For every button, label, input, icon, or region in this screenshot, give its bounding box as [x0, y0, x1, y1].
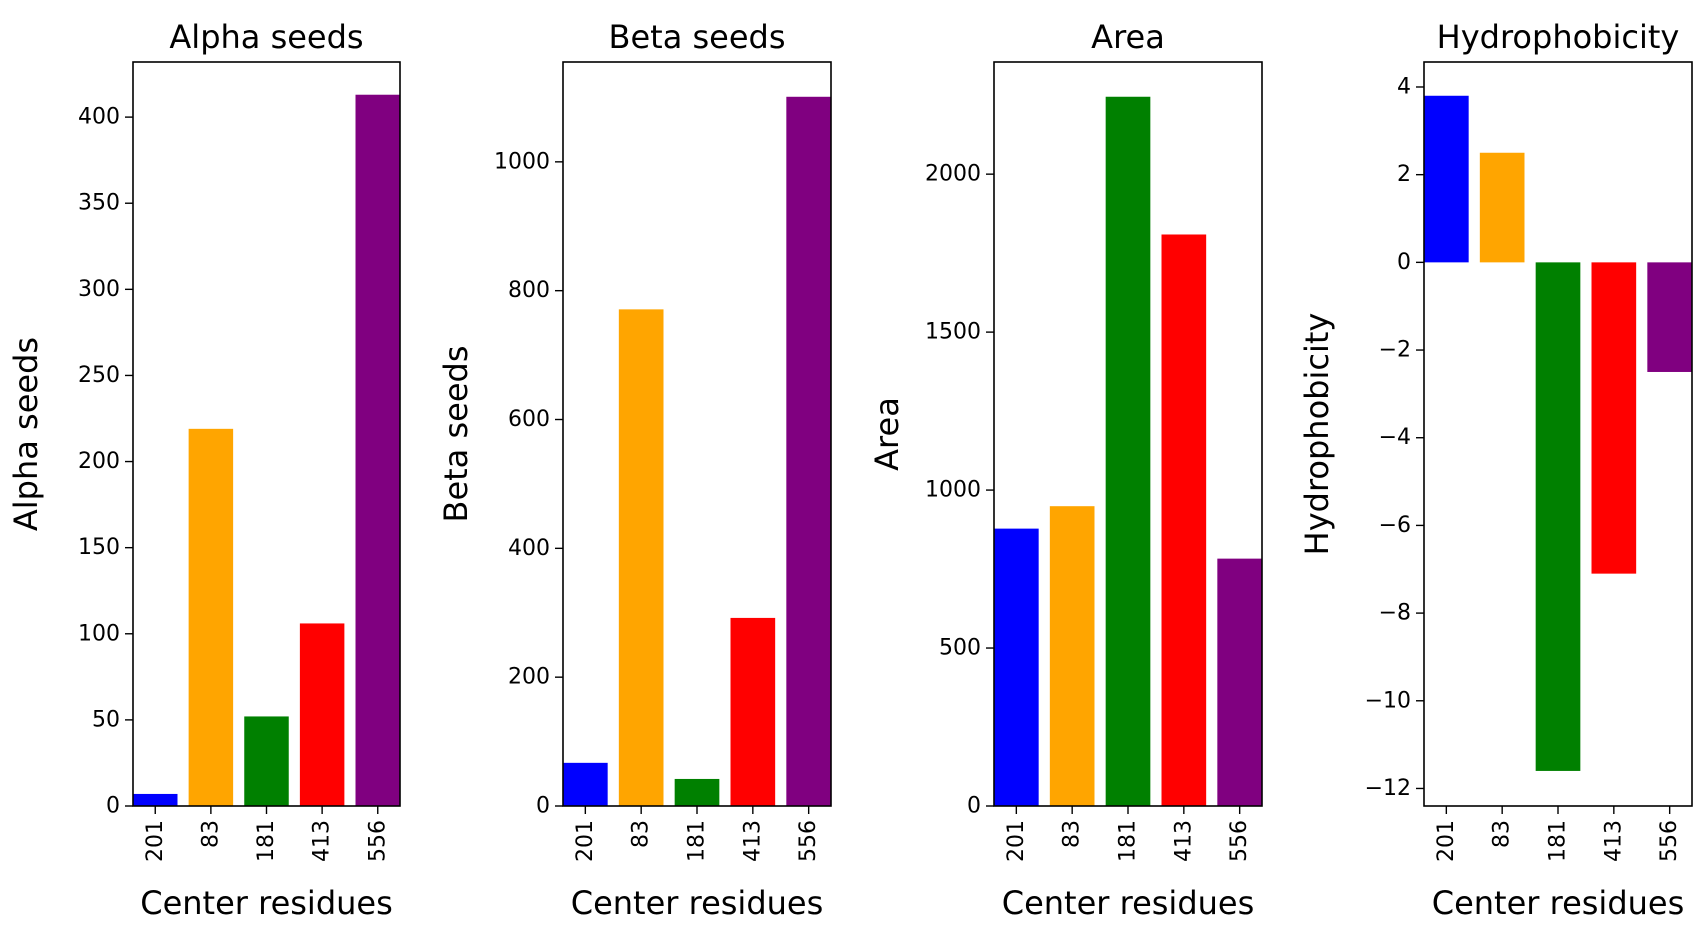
x-tick-label: 83 — [1060, 820, 1085, 848]
x-tick-label: 83 — [198, 820, 223, 848]
x-tick-label: 83 — [1490, 820, 1515, 848]
x-tick-label: 201 — [573, 820, 598, 862]
y-tick-label: −8 — [1379, 601, 1411, 626]
chart-title: Alpha seeds — [169, 18, 363, 56]
y-tick-label: 500 — [939, 636, 981, 661]
y-tick-label: 200 — [78, 449, 120, 474]
y-tick-label: −2 — [1379, 338, 1411, 363]
y-tick-label: −12 — [1365, 776, 1411, 801]
y-tick-label: 400 — [508, 536, 550, 561]
chart-title: Area — [1091, 18, 1165, 56]
x-tick-label: 556 — [796, 820, 821, 862]
y-tick-label: 0 — [106, 794, 120, 819]
x-tick-label: 556 — [1227, 820, 1252, 862]
y-tick-label: 4 — [1397, 74, 1411, 99]
bar-83 — [1479, 152, 1525, 263]
bar-413 — [299, 623, 345, 806]
y-tick-label: −4 — [1379, 425, 1411, 450]
x-axis-label: Center residues — [571, 884, 824, 922]
y-tick-label: 50 — [92, 707, 120, 732]
y-tick-label: 1000 — [925, 478, 981, 503]
x-tick-label: 181 — [1546, 820, 1571, 862]
x-tick-label: 201 — [1004, 820, 1029, 862]
bar-181 — [244, 716, 289, 806]
bar-83 — [188, 428, 234, 806]
x-tick-label: 201 — [143, 820, 168, 862]
bar-181 — [674, 778, 720, 806]
chart-title: Beta seeds — [609, 18, 786, 56]
bar-201 — [563, 762, 608, 806]
bar-83 — [1049, 506, 1095, 806]
y-axis-label: Beta seeds — [437, 346, 475, 523]
y-tick-label: −6 — [1379, 513, 1411, 538]
bar-413 — [730, 617, 776, 806]
y-tick-label: 800 — [508, 278, 550, 303]
x-tick-label: 413 — [1171, 820, 1196, 862]
bar-556 — [1647, 262, 1692, 372]
bar-556 — [355, 94, 400, 807]
x-tick-label: 413 — [310, 820, 335, 862]
x-axis-label: Center residues — [1002, 884, 1255, 922]
x-tick-label: 201 — [1434, 820, 1459, 862]
y-tick-label: 200 — [508, 665, 550, 690]
y-tick-label: 350 — [78, 191, 120, 216]
y-tick-label: 0 — [536, 794, 550, 819]
x-axis-label: Center residues — [1432, 884, 1685, 922]
y-tick-label: 0 — [967, 794, 981, 819]
subplot-hydrophobicity: −12 −10 −8 −6 −4 −2 0 2 4 201 83 181 413 556 Hydroph… — [1298, 18, 1693, 922]
y-tick-label: 2000 — [925, 162, 981, 187]
y-tick-label: 250 — [78, 363, 120, 388]
y-tick-label: 300 — [78, 277, 120, 302]
y-tick-label: 0 — [1397, 250, 1411, 275]
y-axis-label: Alpha seeds — [7, 337, 45, 531]
y-tick-label: 1000 — [494, 149, 550, 174]
x-tick-label: 181 — [254, 820, 279, 862]
x-tick-label: 181 — [1116, 820, 1141, 862]
x-tick-label: 556 — [1657, 820, 1682, 862]
x-tick-label: 413 — [740, 820, 765, 862]
x-tick-label: 83 — [629, 820, 654, 848]
y-tick-label: −10 — [1365, 688, 1411, 713]
bar-556 — [1217, 558, 1262, 806]
y-tick-label: 2 — [1397, 162, 1411, 187]
chart-title: Hydrophobicity — [1437, 18, 1680, 56]
y-tick-label: 100 — [78, 621, 120, 646]
bar-201 — [1424, 95, 1469, 263]
bar-556 — [786, 96, 831, 806]
bar-413 — [1591, 262, 1637, 574]
y-tick-label: 600 — [508, 407, 550, 432]
subplot-area: 0 500 1000 1500 2000 201 83 181 413 556 Area Cen… — [868, 18, 1263, 922]
bar-181 — [1105, 96, 1151, 806]
y-axis-label: Hydrophobicity — [1298, 313, 1336, 556]
y-tick-label: 150 — [78, 535, 120, 560]
x-tick-label: 556 — [365, 820, 390, 862]
y-tick-label: 400 — [78, 105, 120, 130]
bar-83 — [618, 309, 664, 806]
x-tick-label: 181 — [685, 820, 710, 862]
y-tick-label: 1500 — [925, 320, 981, 345]
bar-201 — [994, 528, 1039, 806]
bar-181 — [1535, 262, 1581, 771]
x-tick-label: 413 — [1601, 820, 1626, 862]
bar-413 — [1161, 234, 1207, 807]
bar-201 — [133, 793, 178, 806]
x-axis-label: Center residues — [140, 884, 393, 922]
y-axis-label: Area — [868, 397, 906, 471]
subplot-beta-seeds: 0 200 400 600 800 1000 201 83 181 413 556 Beta se… — [437, 18, 832, 922]
